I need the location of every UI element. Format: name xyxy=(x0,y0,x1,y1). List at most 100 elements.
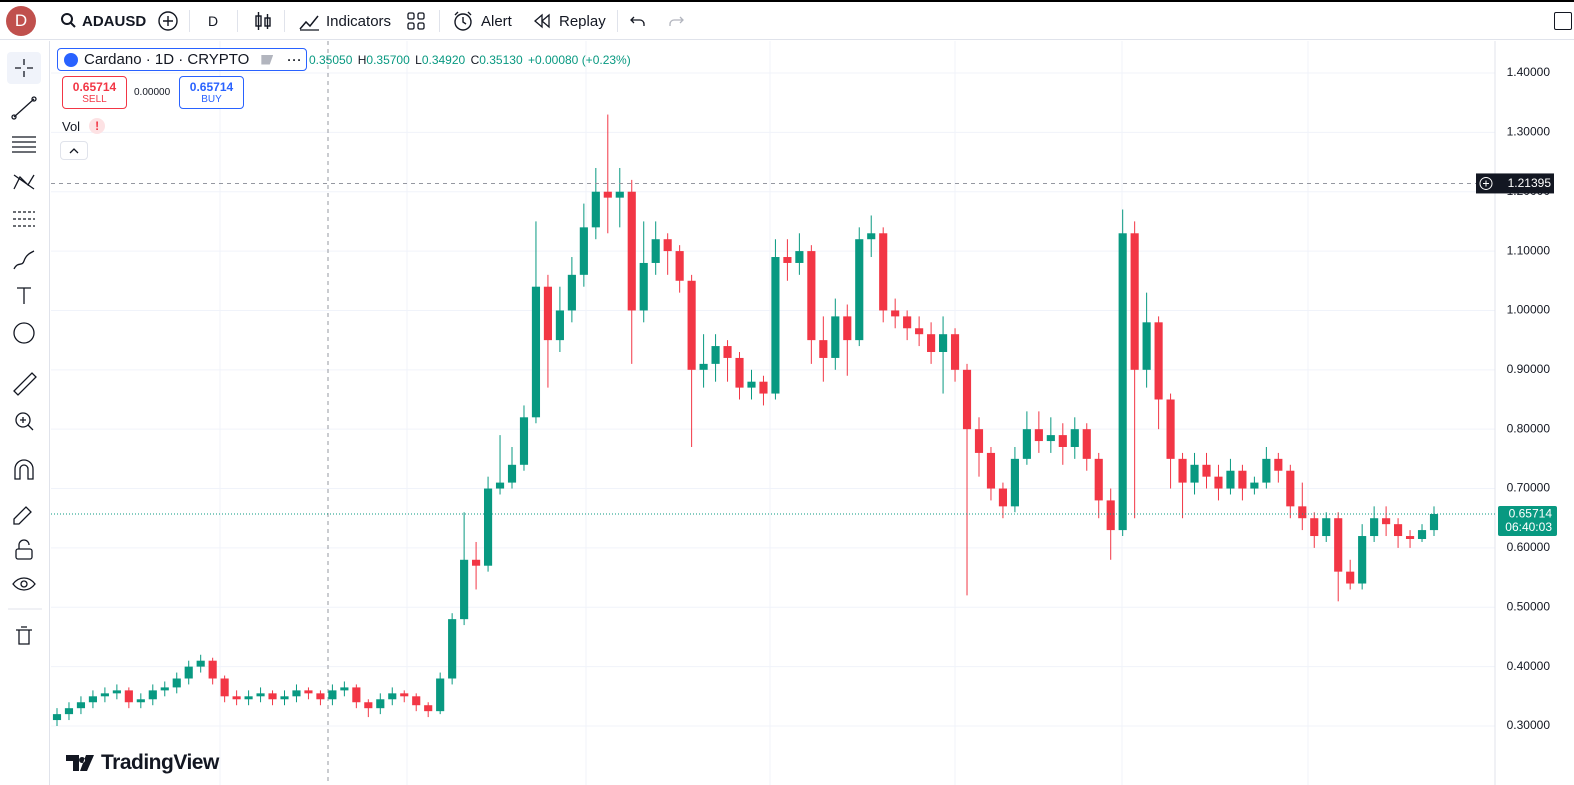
candle-body xyxy=(376,699,385,709)
trendline-handle xyxy=(31,96,37,102)
y-tick-label: 0.30000 xyxy=(1507,718,1551,732)
undo-button[interactable] xyxy=(629,2,647,40)
separator xyxy=(8,608,42,610)
text-tool[interactable] xyxy=(17,287,31,304)
candle-body xyxy=(1190,464,1199,483)
volume-warning[interactable]: ! xyxy=(89,118,106,134)
candle-body xyxy=(855,239,864,341)
candles-icon xyxy=(255,12,271,30)
chart-type-button[interactable] xyxy=(253,2,273,40)
open-value: 0.35050 xyxy=(309,53,353,67)
high-value: 0.35700 xyxy=(366,53,410,67)
redo-button[interactable] xyxy=(667,2,685,40)
panel-icon xyxy=(1554,12,1572,30)
candle-body xyxy=(244,696,253,700)
symbol-search[interactable]: ADAUSD xyxy=(60,2,146,40)
interval-button[interactable]: D xyxy=(208,2,218,40)
buy-button[interactable]: 0.65714 BUY xyxy=(179,76,244,109)
candle-body xyxy=(64,708,74,715)
candle-body xyxy=(1429,513,1439,531)
candle-body xyxy=(268,693,277,700)
crosshair-plus-box xyxy=(1476,173,1554,194)
price-chart[interactable]: 0.30000 0.40000 0.50000 0.60000 0.70000 0.800… xyxy=(51,41,1574,785)
collapse-button[interactable] xyxy=(60,141,88,160)
candle-body xyxy=(1298,506,1307,519)
layouts-button[interactable] xyxy=(406,2,426,40)
candle-body xyxy=(603,191,612,198)
alert-button[interactable]: Alert xyxy=(452,2,512,40)
chevron-up xyxy=(69,148,79,154)
sell-button[interactable]: 0.65714 SELL xyxy=(62,76,127,109)
candle-body xyxy=(1022,429,1031,459)
layout-icon xyxy=(407,12,425,30)
candle-body xyxy=(1250,482,1259,489)
crosshair-plus-sign xyxy=(1483,180,1489,187)
undo-icon xyxy=(630,16,645,26)
candle-body xyxy=(220,678,229,697)
candle-body xyxy=(292,690,301,697)
low-letter: L xyxy=(415,53,422,67)
compare-button[interactable] xyxy=(157,2,179,40)
high-letter: H xyxy=(357,53,367,67)
ohlc-values: 0.35050 H0.35700 L0.34920 C0.35130 +0.00… xyxy=(309,53,631,67)
brush-tool[interactable] xyxy=(13,250,35,270)
candle-body xyxy=(1286,470,1295,507)
drawing-tools xyxy=(7,52,42,645)
logo-text: TradingView xyxy=(101,751,219,774)
candle-body xyxy=(807,251,816,341)
volume-label: Vol xyxy=(62,118,81,134)
draw-mode-tool[interactable] xyxy=(13,506,32,525)
candle-body xyxy=(232,696,241,700)
candle-body xyxy=(1070,429,1079,447)
ruler-tool[interactable] xyxy=(13,372,37,396)
fib-tool[interactable] xyxy=(12,136,36,153)
symbol: ADAUSD xyxy=(82,12,147,30)
close-letter: C xyxy=(470,53,480,67)
candle-body xyxy=(1417,530,1427,539)
delete-tool[interactable] xyxy=(16,626,32,645)
candle-body xyxy=(1010,458,1019,507)
candle-body xyxy=(891,310,900,317)
replay-label: Replay xyxy=(559,12,606,30)
replay-button[interactable]: Replay xyxy=(532,2,606,40)
candle-body xyxy=(1118,233,1127,531)
symbol-legend[interactable]: Cardano · 1D · CRYPTO ··· xyxy=(57,48,307,71)
y-tick-label: 0.80000 xyxy=(1507,421,1551,435)
indicators-button[interactable]: Indicators xyxy=(298,2,391,40)
zoom-tool[interactable] xyxy=(15,412,31,428)
more-button[interactable]: ··· xyxy=(287,52,303,67)
pattern-tool[interactable] xyxy=(13,174,35,190)
candle-body xyxy=(555,310,564,341)
candle-body xyxy=(160,687,169,691)
search-icon xyxy=(61,13,76,28)
lock-tool[interactable] xyxy=(15,548,33,560)
candle-body xyxy=(1058,435,1067,447)
panel-button[interactable] xyxy=(1554,2,1572,40)
candle-body xyxy=(543,286,553,341)
candle-body xyxy=(687,280,696,370)
countdown-label: 06:40:03 xyxy=(1505,520,1552,534)
emoji-tool[interactable] xyxy=(13,322,35,344)
divider xyxy=(617,10,618,32)
magnet-tool[interactable] xyxy=(14,459,34,480)
crosshair-price-label: 1.21395 xyxy=(1508,176,1552,190)
candle-body xyxy=(795,251,804,263)
visibility-tool[interactable] xyxy=(12,577,36,591)
top-toolbar: D ADAUSD D Indicators Alert Replay xyxy=(0,0,1574,40)
replay-icon xyxy=(534,13,550,29)
candle-body xyxy=(579,227,588,275)
crosshair-tool[interactable] xyxy=(15,59,33,77)
trendline-tool[interactable] xyxy=(13,98,35,118)
volume-legend[interactable]: Vol ! xyxy=(62,118,106,134)
candle-body xyxy=(903,316,912,329)
candle-body xyxy=(1154,322,1163,400)
forecast-tool[interactable] xyxy=(13,211,35,227)
y-tick-label: 0.50000 xyxy=(1507,599,1551,613)
avatar-button[interactable]: D xyxy=(6,2,36,40)
candle-body xyxy=(1310,518,1319,537)
candle-body xyxy=(1094,458,1103,501)
candle-body xyxy=(172,678,181,688)
candle-body xyxy=(1238,470,1247,489)
y-tick-label: 0.70000 xyxy=(1507,481,1551,495)
alert-label: Alert xyxy=(481,12,512,30)
